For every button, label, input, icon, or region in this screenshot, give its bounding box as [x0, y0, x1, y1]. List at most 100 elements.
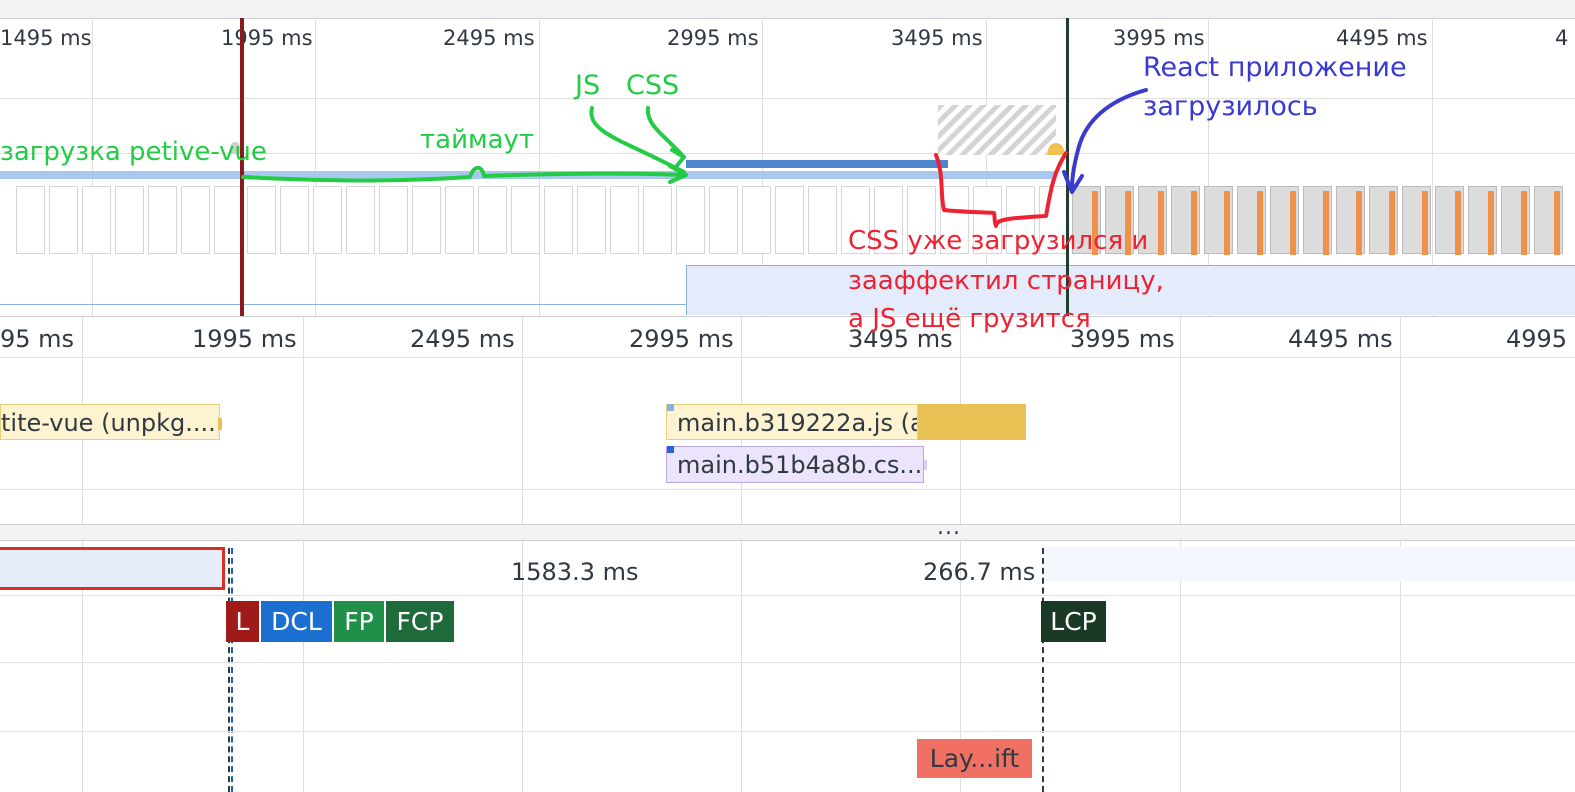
marker-l[interactable]: L — [226, 601, 259, 642]
frame-thumbnail[interactable] — [775, 186, 804, 254]
frame-thumbnail[interactable] — [841, 186, 870, 254]
layout-shift-event[interactable]: Lay...ift — [917, 739, 1032, 778]
frame-thumbnail[interactable] — [1402, 186, 1431, 255]
frame-thumbnail[interactable] — [346, 186, 375, 254]
grid-line — [1208, 18, 1209, 316]
timeout-arrow-line — [241, 165, 686, 183]
marker-fp[interactable]: FP — [334, 601, 384, 642]
annotation-css-note-2: зааффектил страницу, — [848, 266, 1164, 296]
overview-tick: 2995 ms — [667, 26, 759, 50]
frame-thumbnail[interactable] — [1237, 186, 1266, 255]
frame-thumbnail[interactable] — [313, 186, 342, 254]
overview-tick: 2495 ms — [443, 26, 535, 50]
interval-duration: 266.7 ms — [923, 558, 1036, 586]
splitter-dots[interactable]: ... — [937, 515, 961, 540]
frame-thumbnail[interactable] — [808, 186, 837, 254]
react-arrow — [1070, 88, 1148, 190]
frame-thumbnail[interactable] — [280, 186, 309, 254]
overview-tick: 1495 ms — [0, 26, 92, 50]
overview-tick: 1995 ms — [221, 26, 313, 50]
frame-thumbnail[interactable] — [1138, 186, 1167, 255]
frame-thumbnail[interactable] — [676, 186, 705, 254]
grid-line — [522, 317, 523, 792]
frame-thumbnail[interactable] — [82, 186, 111, 254]
overview-tick: 4 — [1555, 26, 1569, 50]
frame-thumbnail[interactable] — [742, 186, 771, 254]
frame-thumbnail[interactable] — [1105, 186, 1134, 255]
frame-thumbnail[interactable] — [115, 186, 144, 254]
frame-thumbnail[interactable] — [577, 186, 606, 254]
ruler-tick: 95 ms — [0, 325, 75, 353]
network-request-main-css[interactable]: main.b51b4a8b.cs... — [666, 446, 924, 483]
frame-thumbnail[interactable] — [148, 186, 177, 254]
frame-thumbnail[interactable] — [16, 186, 45, 254]
memory-line — [0, 304, 687, 305]
timeline-overview[interactable]: 1495 ms 1995 ms 2495 ms 2995 ms 3495 ms … — [0, 0, 1575, 316]
frame-thumbnail[interactable] — [445, 186, 474, 254]
frame-thumbnail[interactable] — [1534, 186, 1563, 255]
ruler-tick: 4495 ms — [1288, 325, 1393, 353]
overview-tick: 3995 ms — [1113, 26, 1205, 50]
grid-line — [1432, 18, 1433, 316]
selected-interval[interactable] — [0, 547, 225, 590]
interval-duration: 1583.3 ms — [511, 558, 639, 586]
frame-activity — [1422, 191, 1428, 255]
frame-thumbnail[interactable] — [1303, 186, 1332, 255]
frame-thumbnail[interactable] — [1501, 186, 1530, 255]
frame-thumbnail[interactable] — [412, 186, 441, 254]
annotation-css-note-3: а JS ещё грузится — [848, 304, 1091, 334]
hatched-region — [938, 105, 1056, 155]
frame-thumbnail[interactable] — [874, 186, 903, 254]
marker-lcp[interactable]: LCP — [1041, 601, 1106, 642]
frame-thumbnail[interactable] — [544, 186, 573, 254]
annotation-react-loaded: загрузилось — [1143, 91, 1318, 122]
ruler-tick: 2495 ms — [410, 325, 515, 353]
frame-thumbnail[interactable] — [1336, 186, 1365, 255]
frame-thumbnail[interactable] — [478, 186, 507, 254]
frame-thumbnail[interactable] — [1369, 186, 1398, 255]
grid-line — [92, 18, 93, 316]
frame-thumbnail[interactable] — [907, 186, 936, 254]
frame-thumbnail[interactable] — [1435, 186, 1464, 255]
frame-thumbnail[interactable] — [1468, 186, 1497, 255]
frame-activity — [1125, 191, 1131, 255]
frame-thumbnail[interactable] — [379, 186, 408, 254]
frame-thumbnail[interactable] — [610, 186, 639, 254]
selection-end-line[interactable] — [1066, 18, 1069, 316]
frame-thumbnail[interactable] — [709, 186, 738, 254]
frame-activity — [1290, 191, 1296, 255]
annotation-react: React приложение — [1143, 52, 1407, 83]
timings-divider — [0, 731, 1575, 732]
frame-thumbnail[interactable] — [49, 186, 78, 254]
annotation-css-note-1: CSS уже загрузился и — [848, 226, 1149, 256]
frame-thumbnail[interactable] — [214, 186, 243, 254]
frame-thumbnail[interactable] — [1204, 186, 1233, 255]
marker-dcl[interactable]: DCL — [261, 601, 332, 642]
ruler-tick: 1995 ms — [192, 325, 297, 353]
frame-thumbnail[interactable] — [247, 186, 276, 254]
frame-thumbnail[interactable] — [1171, 186, 1200, 255]
ruler-tick: 2995 ms — [629, 325, 734, 353]
marker-fcp[interactable]: FCP — [386, 601, 454, 642]
request-queue-marker — [667, 404, 674, 411]
css-arrow-head — [670, 148, 686, 170]
css-bracket — [934, 151, 1068, 228]
lcp-marker-line — [1042, 548, 1044, 792]
frame-activity — [1224, 191, 1230, 255]
frame-thumbnail[interactable] — [1270, 186, 1299, 255]
ruler-tick: 3495 ms — [848, 325, 953, 353]
annotation-js: JS — [575, 70, 601, 101]
panel-splitter[interactable] — [0, 524, 1575, 541]
frame-thumbnail[interactable] — [643, 186, 672, 254]
css-arrow — [645, 106, 684, 157]
network-request-petite-vue[interactable]: tite-vue (unpkg.... — [0, 404, 220, 440]
frame-thumbnail[interactable] — [511, 186, 540, 254]
selection-start-line[interactable] — [240, 18, 244, 316]
ruler-divider — [0, 357, 1575, 358]
network-request-main-js[interactable]: main.b319222a.js (ahfarm... — [666, 404, 918, 440]
frame-thumbnail[interactable] — [1072, 186, 1101, 255]
frame-thumbnail[interactable] — [181, 186, 210, 254]
overview-row-divider — [0, 98, 1575, 99]
frame-thumbnail[interactable] — [940, 186, 969, 254]
